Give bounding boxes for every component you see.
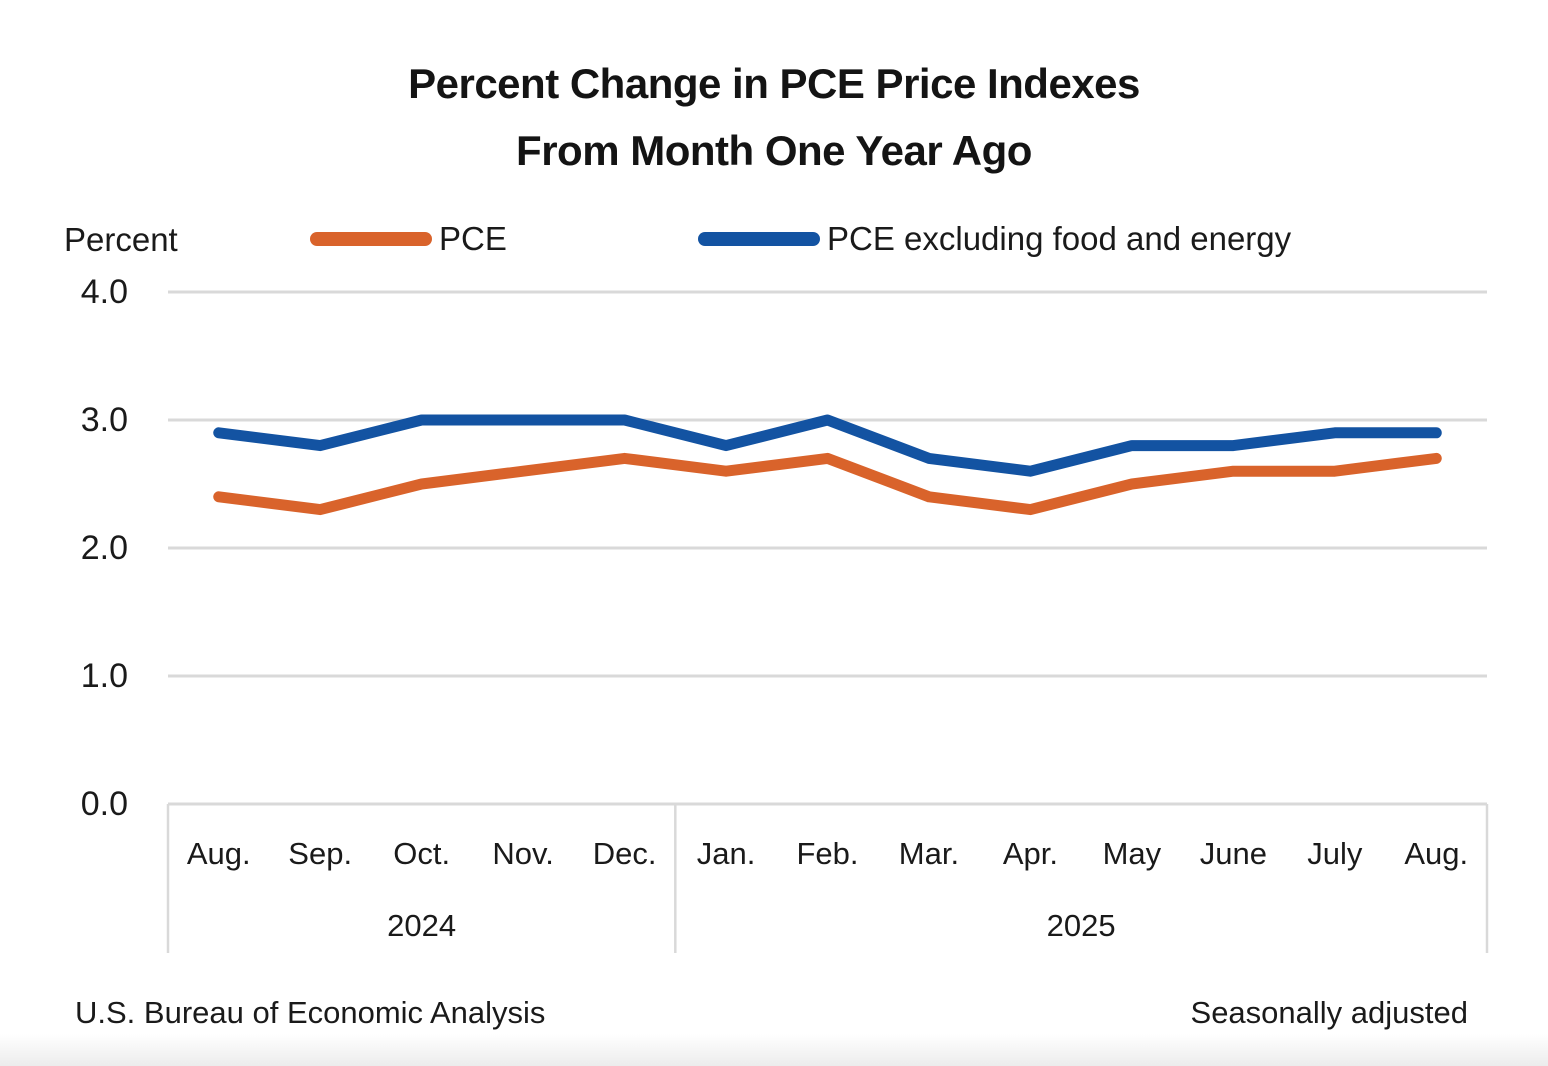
x-tick-label: June bbox=[1199, 836, 1267, 871]
x-tick-label: Nov. bbox=[492, 836, 554, 871]
pce-legend-label: PCE bbox=[439, 220, 507, 257]
core-pce-legend-swatch bbox=[698, 232, 820, 246]
adjustment-note: Seasonally adjusted bbox=[1190, 995, 1468, 1030]
x-axis-year-2024: 2024 bbox=[387, 908, 457, 943]
chart-title: Percent Change in PCE Price Indexes From… bbox=[0, 50, 1548, 184]
y-axis-unit-label: Percent bbox=[64, 221, 178, 258]
x-axis-year-2025: 2025 bbox=[1046, 908, 1116, 943]
x-tick-label: Dec. bbox=[592, 836, 657, 871]
x-tick-label: Feb. bbox=[796, 836, 859, 871]
chart-title-line1: Percent Change in PCE Price Indexes bbox=[408, 60, 1140, 107]
x-tick-label: Aug. bbox=[186, 836, 251, 871]
source-note: U.S. Bureau of Economic Analysis bbox=[75, 995, 546, 1030]
x-tick-label: Sep. bbox=[288, 836, 353, 871]
pce-series-line bbox=[213, 452, 1442, 516]
page-bottom-shade bbox=[0, 1034, 1548, 1066]
core-pce-legend-label: PCE excluding food and energy bbox=[827, 220, 1292, 257]
chart-title-line2: From Month One Year Ago bbox=[516, 127, 1032, 174]
pce-legend-swatch bbox=[310, 232, 432, 246]
y-tick-label: 0.0 bbox=[80, 785, 128, 823]
x-tick-label: July bbox=[1307, 836, 1363, 871]
y-tick-label: 2.0 bbox=[80, 529, 128, 567]
x-tick-label: Mar. bbox=[898, 836, 960, 871]
x-tick-label: Oct. bbox=[393, 836, 451, 871]
y-tick-label: 4.0 bbox=[80, 273, 128, 311]
core-pce-series-line bbox=[213, 414, 1442, 477]
legend-item-pce: PCE bbox=[310, 219, 507, 259]
x-tick-label: Aug. bbox=[1404, 836, 1469, 871]
x-tick-label: May bbox=[1102, 836, 1162, 871]
y-tick-label: 3.0 bbox=[80, 401, 128, 439]
x-tick-label: Jan. bbox=[696, 836, 756, 871]
y-tick-label: 1.0 bbox=[80, 657, 128, 695]
legend-item-core-pce: PCE excluding food and energy bbox=[698, 219, 1291, 259]
x-tick-label: Apr. bbox=[1002, 836, 1058, 871]
